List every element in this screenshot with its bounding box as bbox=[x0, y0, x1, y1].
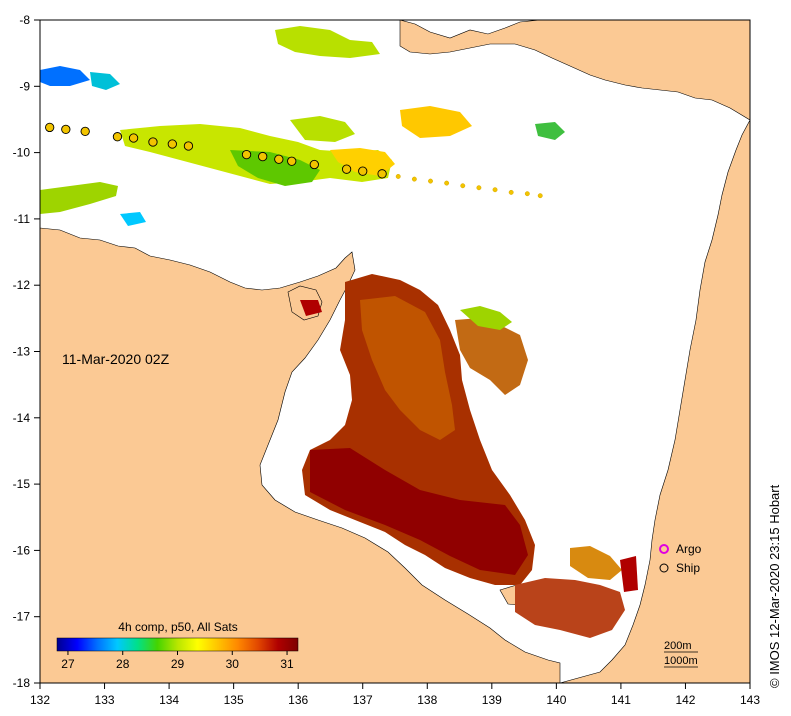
y-tick-label: -17 bbox=[13, 610, 31, 624]
ship-position-marker bbox=[460, 183, 466, 189]
scale-200m-label: 200m bbox=[664, 640, 692, 652]
map-layers bbox=[40, 20, 750, 683]
ship-position-marker bbox=[112, 132, 123, 142]
ship-track bbox=[45, 122, 543, 199]
ship-position-marker bbox=[274, 154, 284, 164]
ship-position-marker bbox=[309, 159, 319, 170]
ship-position-marker bbox=[395, 174, 401, 179]
ship-position-marker bbox=[167, 139, 177, 149]
ship-position-marker bbox=[287, 156, 297, 166]
colorbar-tick-label: 28 bbox=[116, 657, 130, 671]
legend-ship-label: Ship bbox=[676, 561, 700, 575]
colorbar-ramp bbox=[56, 637, 299, 652]
y-tick-label: -16 bbox=[13, 543, 31, 557]
x-tick-label: 134 bbox=[159, 693, 179, 707]
x-tick-label: 143 bbox=[740, 693, 760, 707]
ship-position-marker bbox=[358, 166, 368, 176]
legend-argo-label: Argo bbox=[676, 542, 702, 556]
legend: Argo Ship bbox=[659, 542, 702, 575]
x-tick-label: 141 bbox=[611, 693, 631, 707]
date-label: 11-Mar-2020 02Z bbox=[62, 351, 170, 367]
colorbar-ticks: 27 28 29 30 31 bbox=[61, 651, 294, 671]
y-tick-label: -18 bbox=[13, 676, 31, 690]
ship-position-marker bbox=[377, 169, 387, 179]
credit-text: © IMOS 12-Mar-2020 23:15 Hobart bbox=[767, 484, 782, 688]
ship-position-marker bbox=[492, 187, 498, 193]
ship-position-marker bbox=[428, 178, 433, 184]
argo-marker-icon bbox=[659, 544, 669, 554]
x-tick-label: 139 bbox=[482, 693, 502, 707]
ship-position-marker bbox=[241, 149, 252, 160]
colorbar: 4h comp, p50, All Sats 27 28 29 30 31 bbox=[56, 620, 299, 671]
scale-1000m-label: 1000m bbox=[664, 655, 698, 667]
y-tick-label: -9 bbox=[19, 79, 30, 93]
ship-marker-icon bbox=[659, 563, 669, 573]
ship-position-marker bbox=[258, 151, 268, 162]
colorbar-tick-label: 30 bbox=[226, 657, 240, 671]
ship-position-marker bbox=[61, 124, 71, 135]
y-tick-label: -12 bbox=[13, 278, 31, 292]
ship-position-marker bbox=[45, 122, 55, 133]
ship-position-marker bbox=[524, 191, 530, 197]
ship-position-marker bbox=[537, 193, 543, 199]
colorbar-tick-label: 27 bbox=[61, 657, 75, 671]
x-tick-label: 136 bbox=[288, 693, 308, 707]
land-cape-york bbox=[559, 119, 750, 683]
x-axis: 132 133 134 135 136 137 138 139 140 141 142 143 bbox=[30, 683, 760, 707]
colorbar-title: 4h comp, p50, All Sats bbox=[118, 620, 237, 634]
y-tick-label: -15 bbox=[13, 477, 31, 491]
depth-scale: 200m 1000m bbox=[664, 640, 698, 668]
y-tick-label: -10 bbox=[13, 146, 31, 160]
y-axis: -8 -9 -10 -11 -12 -13 -14 -15 -16 -17 -18 bbox=[13, 13, 40, 690]
x-tick-label: 140 bbox=[546, 693, 566, 707]
y-tick-label: -13 bbox=[13, 345, 31, 359]
ship-position-marker bbox=[508, 189, 514, 195]
colorbar-tick-label: 31 bbox=[280, 657, 294, 671]
ship-position-marker bbox=[411, 176, 417, 182]
ship-position-marker bbox=[128, 133, 139, 143]
y-tick-label: -14 bbox=[13, 411, 31, 425]
x-tick-label: 132 bbox=[30, 693, 50, 707]
ship-position-marker bbox=[80, 126, 90, 137]
ship-position-marker bbox=[148, 137, 158, 147]
ship-position-marker bbox=[183, 141, 194, 151]
ship-position-marker bbox=[476, 185, 482, 191]
y-tick-label: -8 bbox=[19, 13, 30, 27]
x-tick-label: 133 bbox=[95, 693, 115, 707]
x-tick-label: 137 bbox=[353, 693, 373, 707]
sst-warm-gulf bbox=[300, 274, 638, 638]
x-tick-label: 142 bbox=[675, 693, 695, 707]
y-tick-label: -11 bbox=[14, 212, 31, 226]
ship-position-marker bbox=[341, 164, 352, 174]
colorbar-tick-label: 29 bbox=[171, 657, 185, 671]
land-north bbox=[399, 20, 750, 121]
land-arnhem bbox=[40, 227, 561, 683]
x-tick-label: 138 bbox=[417, 693, 437, 707]
sst-cool-north bbox=[40, 26, 565, 330]
ship-position-marker bbox=[444, 180, 450, 186]
x-tick-label: 135 bbox=[224, 693, 244, 707]
